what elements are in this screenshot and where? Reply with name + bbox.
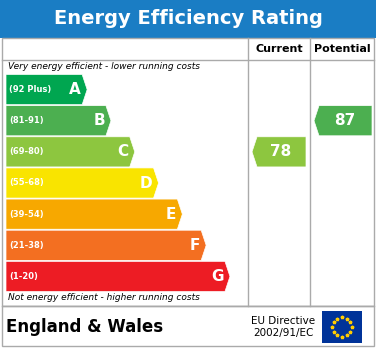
- Text: Very energy efficient - lower running costs: Very energy efficient - lower running co…: [8, 62, 200, 71]
- Polygon shape: [6, 106, 111, 136]
- Text: E: E: [166, 207, 176, 222]
- Text: C: C: [118, 144, 129, 159]
- Bar: [0, 0, 376, 38]
- Text: Current: Current: [255, 44, 303, 54]
- Polygon shape: [314, 106, 372, 136]
- Text: (55-68): (55-68): [9, 179, 44, 188]
- Bar: [2, 38, 374, 306]
- Polygon shape: [6, 199, 182, 229]
- Text: 87: 87: [334, 113, 356, 128]
- Bar: [2, 306, 374, 346]
- Text: (81-91): (81-91): [9, 116, 44, 125]
- Text: G: G: [211, 269, 224, 284]
- Text: 2002/91/EC: 2002/91/EC: [253, 328, 313, 338]
- Polygon shape: [6, 230, 206, 260]
- Bar: [322, 311, 362, 343]
- Text: (39-54): (39-54): [9, 209, 44, 219]
- Text: (92 Plus): (92 Plus): [9, 85, 51, 94]
- Text: Energy Efficiency Rating: Energy Efficiency Rating: [53, 9, 323, 29]
- Text: A: A: [70, 82, 81, 97]
- Text: D: D: [140, 175, 153, 190]
- Polygon shape: [6, 168, 159, 198]
- Polygon shape: [252, 137, 306, 167]
- Text: 78: 78: [270, 144, 292, 159]
- Text: Potential: Potential: [314, 44, 370, 54]
- Text: EU Directive: EU Directive: [251, 316, 315, 326]
- Polygon shape: [6, 74, 87, 105]
- Polygon shape: [6, 261, 230, 292]
- Text: B: B: [93, 113, 105, 128]
- Text: F: F: [190, 238, 200, 253]
- Text: England & Wales: England & Wales: [6, 318, 164, 336]
- Text: Not energy efficient - higher running costs: Not energy efficient - higher running co…: [8, 293, 200, 302]
- Polygon shape: [6, 137, 135, 167]
- Text: (21-38): (21-38): [9, 241, 44, 250]
- Text: (1-20): (1-20): [9, 272, 38, 281]
- Text: (69-80): (69-80): [9, 147, 44, 156]
